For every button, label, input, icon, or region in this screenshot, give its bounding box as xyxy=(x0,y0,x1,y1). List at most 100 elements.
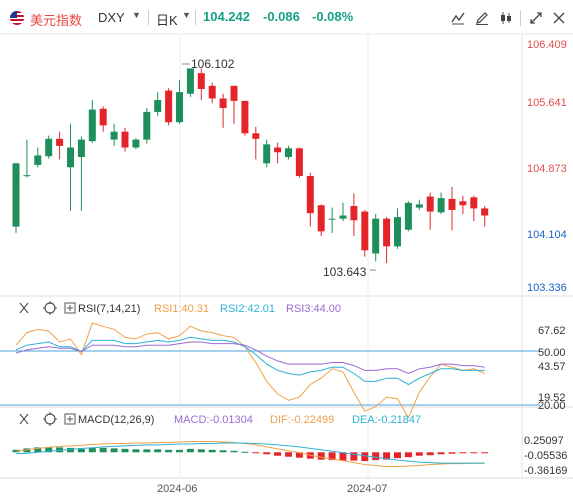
candle-body xyxy=(34,155,42,165)
toolbar-divider xyxy=(520,10,521,26)
us-flag-icon xyxy=(10,11,24,25)
candle-body xyxy=(110,131,118,140)
macd-histogram-bar xyxy=(99,447,107,453)
candle-body xyxy=(448,198,456,210)
close-icon[interactable] xyxy=(551,10,567,26)
rsi-legend: RSI(7,14,21) RSI1:40.31 RSI2:42.01 RSI3:… xyxy=(19,301,341,315)
candle-body xyxy=(165,90,173,123)
candle-body xyxy=(394,217,401,247)
period-selector[interactable]: 日K xyxy=(156,13,178,28)
macd-histogram-bar xyxy=(404,452,412,458)
macd-tick: -0.36169 xyxy=(524,465,567,477)
candle-body xyxy=(176,92,183,123)
price-tick: 104.104 xyxy=(527,229,567,241)
macd-histogram-bar xyxy=(285,452,292,457)
candle-type-icon[interactable] xyxy=(498,10,514,26)
symbol-name[interactable]: 美元指数 xyxy=(30,13,83,28)
rsi-line-rsi1 xyxy=(15,322,485,419)
candle-body xyxy=(67,147,74,168)
macd-histogram-bar xyxy=(34,447,42,453)
candle-body xyxy=(470,197,478,209)
candle-body xyxy=(99,108,107,126)
macd-histogram-bar xyxy=(143,449,151,453)
macd-value: MACD:-0.01304 xyxy=(174,414,253,426)
candle-body xyxy=(383,218,391,247)
macd-histogram-bar xyxy=(88,447,96,453)
macd-histogram-bar xyxy=(383,452,391,460)
symbol-caret-icon[interactable]: ▼ xyxy=(132,10,141,20)
rsi-tick: 20.00 xyxy=(538,400,566,412)
candle-body xyxy=(295,148,303,176)
rsi-series xyxy=(15,322,485,419)
high-label: 106.102 xyxy=(191,57,235,71)
macd-histogram-bar xyxy=(23,448,31,453)
macd-histogram-bar xyxy=(437,452,445,455)
rsi-line-rsi3 xyxy=(15,341,485,375)
indicator-add-icon[interactable] xyxy=(64,302,76,314)
expand-icon[interactable] xyxy=(528,10,544,26)
candle-body xyxy=(328,218,336,220)
macd-histogram-bar xyxy=(165,449,173,453)
macd-histogram-bar xyxy=(470,452,478,454)
wave-chart-icon[interactable] xyxy=(450,10,466,26)
candle-body xyxy=(132,139,140,148)
candle-body xyxy=(197,73,205,89)
macd-histogram-bar xyxy=(394,452,401,459)
price-tick: 105.641 xyxy=(527,97,567,109)
macd-histogram-bar xyxy=(426,452,434,456)
low-label: 103.643 xyxy=(323,265,367,279)
candle-body xyxy=(350,206,358,221)
indicator-settings-icon[interactable] xyxy=(43,301,57,315)
candle-body xyxy=(415,204,423,208)
rsi-tick: 19.52 xyxy=(538,392,566,404)
macd-histogram-bar xyxy=(448,452,456,454)
macd-histogram-bar xyxy=(154,449,162,453)
draw-pen-icon[interactable] xyxy=(474,10,490,26)
candle-body xyxy=(285,148,292,157)
candle-body xyxy=(56,138,64,146)
indicator-add-icon[interactable] xyxy=(64,413,76,425)
macd-histogram-bar xyxy=(77,448,85,453)
macd-series xyxy=(12,441,489,467)
period-caret-icon[interactable]: ▼ xyxy=(182,10,191,20)
candle-body xyxy=(317,205,325,232)
rsi-tick: 67.62 xyxy=(538,325,566,337)
macd-histogram-bar xyxy=(328,452,336,461)
macd-histogram-bar xyxy=(186,448,194,453)
indicator-hide-icon[interactable] xyxy=(19,302,29,314)
macd-label: MACD(12,26,9) xyxy=(78,414,154,426)
rsi-tick: 43.57 xyxy=(538,361,566,373)
candle-body xyxy=(12,163,20,227)
candle-body xyxy=(404,202,412,230)
macd-histogram-bar xyxy=(372,452,380,461)
macd-histogram-bar xyxy=(208,449,216,453)
quote-change-pct: -0.08% xyxy=(312,9,354,24)
macd-histogram-bar xyxy=(361,452,369,462)
macd-histogram-bar xyxy=(274,452,282,456)
candle-body xyxy=(339,215,347,219)
indicator-settings-icon[interactable] xyxy=(43,412,57,426)
candle-body xyxy=(459,201,467,206)
macd-legend: MACD(12,26,9) MACD:-0.01304 DIF:-0.22499… xyxy=(19,412,421,426)
macd-histogram-bar xyxy=(176,449,183,453)
macd-histogram-bar xyxy=(295,452,303,458)
x-axis-label: 2024-06 xyxy=(157,483,197,495)
macd-dea-line xyxy=(15,442,485,464)
rsi-label: RSI(7,14,21) xyxy=(78,303,140,315)
macd-histogram-bar xyxy=(219,450,227,453)
candle-body xyxy=(186,68,194,94)
rsi-line-rsi2 xyxy=(15,336,485,386)
macd-histogram-bar xyxy=(110,448,118,453)
candle-body xyxy=(263,144,271,164)
candle-body xyxy=(306,175,314,214)
macd-histogram-bar xyxy=(121,448,129,453)
symbol-code[interactable]: DXY xyxy=(98,10,125,25)
indicator-hide-icon[interactable] xyxy=(19,413,29,425)
macd-histogram-bar xyxy=(481,452,489,454)
quote-change: -0.086 xyxy=(263,9,300,24)
candle-body xyxy=(208,85,216,99)
candle-body xyxy=(426,196,434,212)
candle-body xyxy=(143,111,151,140)
macd-histogram-bar xyxy=(241,451,249,453)
